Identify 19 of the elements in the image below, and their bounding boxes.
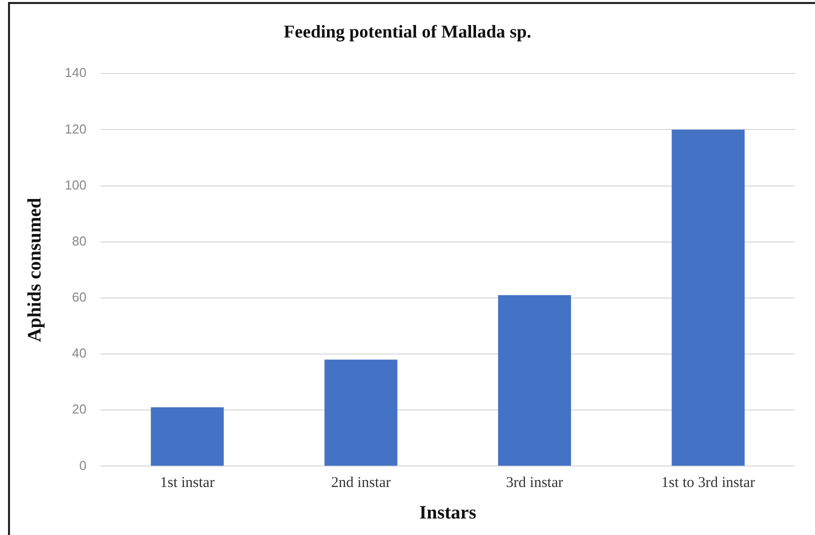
x-tick-label: 2nd instar xyxy=(331,475,391,492)
bar xyxy=(150,407,224,466)
y-tick-label: 100 xyxy=(64,177,86,192)
y-axis-title: Aphids consumed xyxy=(24,197,46,342)
x-tick-label: 1st to 3rd instar xyxy=(661,475,756,492)
x-tick-label: 1st instar xyxy=(160,475,215,492)
y-tick-label: 120 xyxy=(64,121,86,136)
y-tick-label: 0 xyxy=(79,458,86,473)
bar xyxy=(324,360,398,466)
y-tick-label: 140 xyxy=(64,65,86,80)
x-axis-title: Instars xyxy=(419,502,476,524)
y-tick-label: 80 xyxy=(72,233,86,248)
y-tick-label: 60 xyxy=(72,290,86,305)
x-tick-label: 3rd instar xyxy=(506,475,564,492)
bar xyxy=(498,295,572,466)
y-tick-label: 40 xyxy=(72,346,86,361)
bar xyxy=(672,130,745,466)
chart-title: Feeding potential of Mallada sp. xyxy=(284,21,532,42)
y-tick-label: 20 xyxy=(72,402,86,417)
